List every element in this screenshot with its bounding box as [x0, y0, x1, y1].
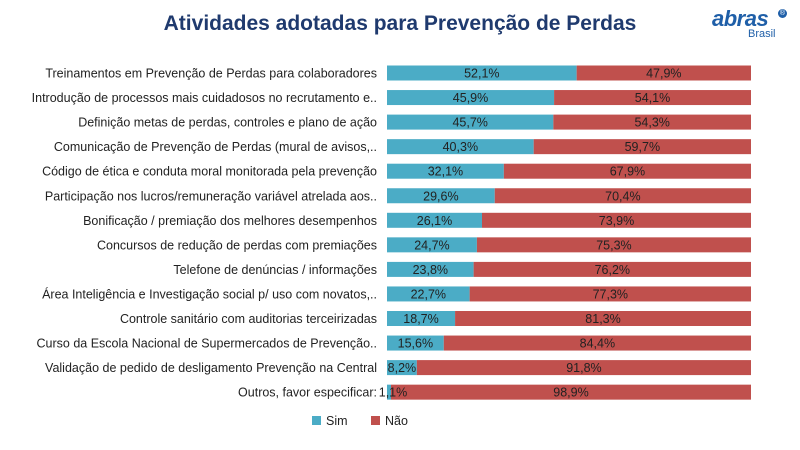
category-label: Validação de pedido de desligamento Prev… [45, 361, 377, 375]
bar-sim [387, 311, 456, 326]
bar-sim [387, 335, 444, 351]
legend-swatch-sim [312, 416, 321, 425]
data-label-nao: 54,3% [634, 116, 669, 130]
data-label-sim: 26,1% [417, 214, 452, 228]
category-label: Área Inteligência e Investigação social … [42, 286, 377, 301]
bar-nao [482, 212, 751, 228]
category-label: Controle sanitário com auditorias tercei… [120, 312, 377, 326]
data-label-sim: 18,7% [403, 312, 438, 326]
data-label-nao: 75,3% [596, 238, 631, 252]
bar-sim [387, 261, 474, 277]
data-label-nao: 59,7% [625, 140, 660, 154]
data-label-sim: 45,7% [452, 116, 487, 130]
category-label: Curso da Escola Nacional de Supermercado… [37, 337, 377, 351]
data-label-sim: 32,1% [428, 165, 463, 179]
category-label: Treinamentos em Prevenção de Perdas para… [45, 67, 377, 81]
bar-sim [387, 212, 483, 228]
bar-nao [476, 237, 751, 253]
bar-sim [387, 188, 495, 204]
data-label-nao: 47,9% [646, 67, 681, 81]
data-label-nao: 91,8% [566, 361, 601, 375]
chart-title: Atividades adotadas para Prevenção de Pe… [163, 12, 637, 35]
logo-country: Brasil [748, 28, 776, 40]
data-label-nao: 73,9% [599, 214, 634, 228]
data-label-nao: 98,9% [553, 386, 588, 400]
registered-mark-icon: ® [778, 9, 787, 18]
legend-label-sim: Sim [326, 414, 348, 428]
category-label: Introdução de processos mais cuidadosos … [32, 91, 377, 105]
bar-sim [387, 237, 477, 253]
data-label-sim: 52,1% [464, 67, 499, 81]
category-label: Participação nos lucros/remuneração vari… [45, 189, 377, 203]
bar-nao [494, 188, 751, 204]
bar-nao [533, 139, 751, 155]
bar-sim [387, 65, 577, 81]
data-label-sim: 8,2% [388, 361, 417, 375]
data-label-sim: 22,7% [411, 287, 446, 301]
category-label: Telefone de denúncias / informações [173, 263, 377, 277]
data-label-sim: 23,8% [413, 263, 448, 277]
bar-sim [387, 139, 534, 155]
legend-label-nao: Não [385, 414, 408, 428]
bar-nao [391, 384, 751, 400]
bar-sim [387, 114, 554, 130]
data-label-sim: 24,7% [414, 238, 449, 252]
data-label-sim: 1,1% [379, 386, 408, 400]
category-label: Outros, favor especificar: [238, 386, 377, 400]
bar-sim [387, 163, 504, 179]
bar-nao [469, 286, 751, 302]
data-label-nao: 77,3% [593, 287, 628, 301]
bar-sim [387, 384, 392, 400]
data-label-nao: 70,4% [605, 189, 640, 203]
data-label-sim: 15,6% [398, 337, 433, 351]
category-label: Definição metas de perdas, controles e p… [78, 116, 377, 130]
bar-nao [473, 261, 751, 277]
category-label: Comunicação de Prevenção de Perdas (mura… [54, 140, 377, 154]
bar-sim [387, 360, 417, 376]
data-label-sim: 45,9% [453, 91, 488, 105]
category-label: Concursos de redução de perdas com premi… [97, 238, 377, 252]
data-label-sim: 29,6% [423, 189, 458, 203]
bar-nao [576, 65, 751, 81]
data-label-sim: 40,3% [443, 140, 478, 154]
bar-nao [416, 360, 751, 376]
data-label-nao: 76,2% [595, 263, 630, 277]
legend-swatch-nao [371, 416, 380, 425]
bar-nao [503, 163, 751, 179]
data-label-nao: 84,4% [580, 337, 615, 351]
bar-nao [553, 114, 751, 130]
data-label-nao: 54,1% [635, 91, 670, 105]
bar-sim [387, 90, 555, 106]
category-label: Código de ética e conduta moral monitora… [42, 165, 377, 179]
bar-nao [443, 335, 751, 351]
bar-nao [554, 90, 751, 106]
bar-nao [455, 311, 751, 326]
logo-brand: abras [712, 6, 769, 31]
abras-logo: abras ® Brasil [712, 6, 796, 46]
data-label-nao: 81,3% [585, 312, 620, 326]
bar-sim [387, 286, 470, 302]
data-label-nao: 67,9% [610, 165, 645, 179]
category-label: Bonificação / premiação dos melhores des… [83, 214, 377, 228]
